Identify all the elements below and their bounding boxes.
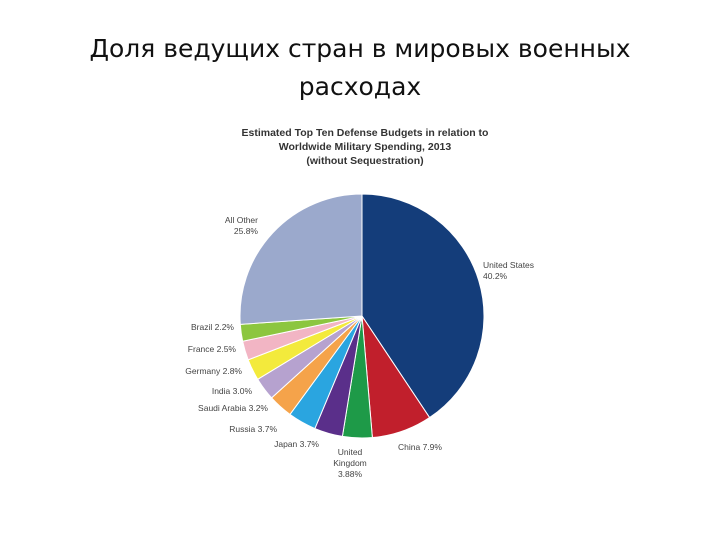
slide-title-line-1: Доля ведущих стран в мировых военных [89, 34, 631, 63]
label-germany: Germany 2.8% [185, 366, 242, 376]
label-india: India 3.0% [212, 386, 253, 396]
label-france: France 2.5% [188, 344, 237, 354]
slice-all-other [239, 193, 363, 325]
chart-title-line-2: Worldwide Military Spending, 2013 [279, 141, 452, 153]
pie-labels: United States 40.2% China 7.9% United Kingdo… [185, 215, 534, 479]
label-united-states: United States 40.2% [483, 260, 534, 281]
label-russia: Russia 3.7% [229, 424, 277, 434]
label-china: China 7.9% [398, 442, 442, 452]
slide-title-line-2: расходах [298, 72, 422, 101]
pie-slices [239, 193, 485, 439]
label-brazil: Brazil 2.2% [191, 322, 234, 332]
chart-title: Estimated Top Ten Defense Budgets in rel… [242, 127, 489, 167]
chart-title-line-3: (without Sequestration) [306, 155, 423, 167]
label-all-other: All Other 25.8% [225, 215, 259, 236]
label-united-kingdom: United Kingdom 3.88% [333, 447, 367, 479]
chart-title-line-1: Estimated Top Ten Defense Budgets in rel… [242, 127, 489, 139]
slide-title: Доля ведущих стран в мировых военных рас… [0, 30, 720, 106]
label-saudi-arabia: Saudi Arabia 3.2% [198, 403, 268, 413]
label-japan: Japan 3.7% [274, 439, 319, 449]
